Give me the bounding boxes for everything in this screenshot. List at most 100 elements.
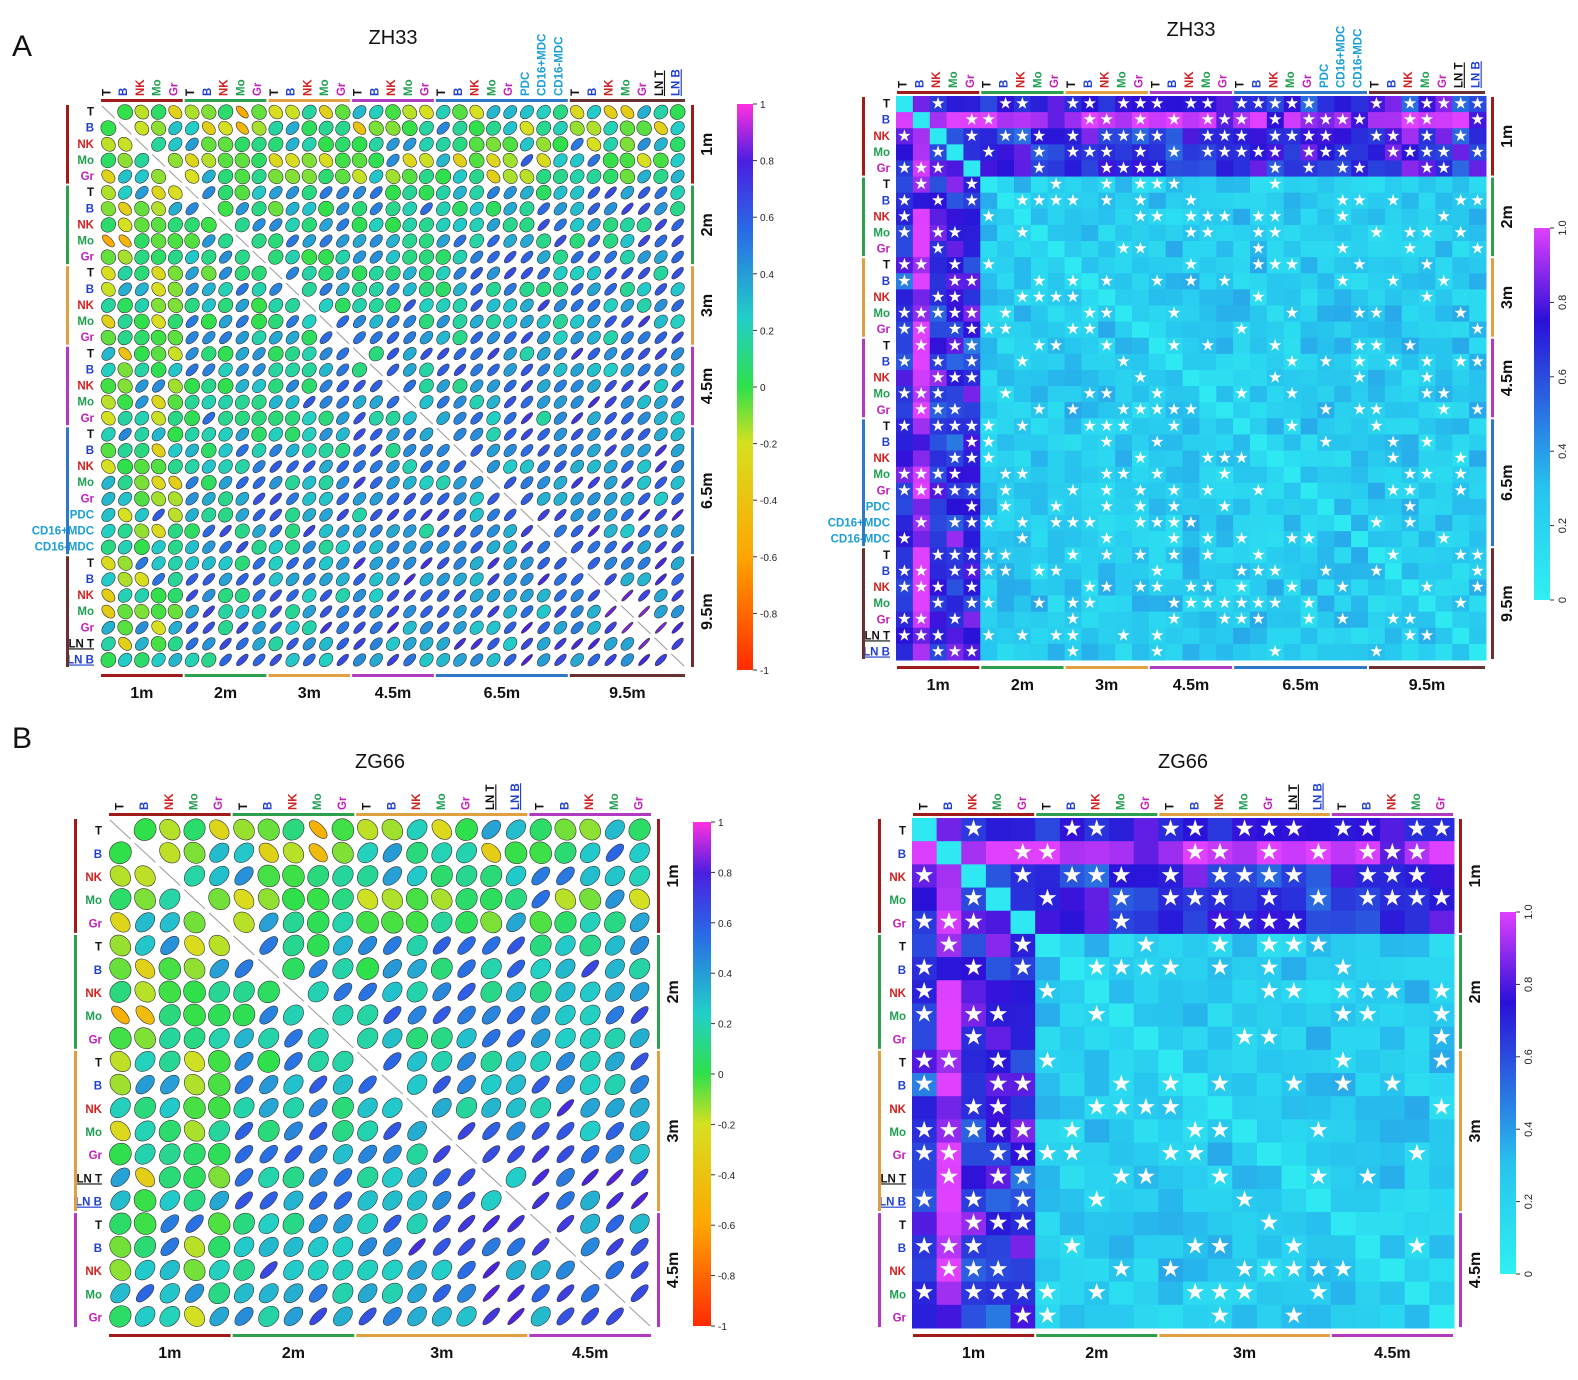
significance-cell xyxy=(1334,627,1352,645)
significance-cell xyxy=(1256,933,1283,958)
significance-cell xyxy=(1081,611,1099,629)
correlation-ellipse xyxy=(117,458,133,475)
correlation-ellipse xyxy=(670,282,685,297)
significance-cell xyxy=(1109,1304,1135,1329)
significance-cell xyxy=(896,450,914,468)
significance-cell xyxy=(1165,386,1184,403)
significance-cell xyxy=(1232,1304,1258,1329)
significance-star: ★ xyxy=(1431,1093,1452,1119)
significance-cell xyxy=(997,112,1015,129)
significance-cell xyxy=(1148,466,1167,484)
correlation-ellipse xyxy=(480,1050,502,1073)
significance-cell xyxy=(1109,841,1135,865)
correlation-ellipse xyxy=(168,121,183,136)
correlation-ellipse xyxy=(336,637,350,651)
significance-cell xyxy=(896,144,914,161)
correlation-ellipse xyxy=(185,637,199,651)
correlation-ellipse xyxy=(570,492,584,506)
correlation-ellipse xyxy=(151,410,166,426)
row-label-gr: Gr xyxy=(81,171,95,183)
colorbar-tick-label: 0 xyxy=(718,1070,724,1081)
correlation-ellipse xyxy=(531,1121,550,1140)
significance-cell xyxy=(1283,337,1302,355)
correlation-ellipse xyxy=(537,476,551,490)
correlation-ellipse xyxy=(218,459,233,474)
correlation-ellipse xyxy=(286,589,299,602)
correlation-ellipse xyxy=(234,1028,254,1049)
correlation-ellipse xyxy=(603,508,618,522)
significance-star: ★ xyxy=(1210,1232,1231,1258)
significance-cell xyxy=(929,96,948,113)
significance-star: ★ xyxy=(1201,530,1215,548)
significance-cell xyxy=(1233,579,1251,597)
correlation-ellipse xyxy=(554,218,567,232)
right-group-label-2m: 2m xyxy=(665,980,682,1003)
correlation-ellipse xyxy=(134,233,150,249)
significance-cell xyxy=(1047,257,1066,274)
correlation-ellipse xyxy=(552,104,568,120)
correlation-ellipse xyxy=(570,314,585,329)
correlation-ellipse xyxy=(185,589,199,602)
correlation-ellipse xyxy=(604,911,626,934)
significance-cell xyxy=(1368,160,1386,178)
correlation-ellipse xyxy=(217,345,234,362)
significance-cell xyxy=(912,980,938,1004)
significance-cell xyxy=(1380,887,1406,912)
significance-star: ★ xyxy=(1431,1001,1452,1027)
significance-cell xyxy=(1283,547,1302,564)
correlation-ellipse xyxy=(529,841,552,865)
significance-cell xyxy=(1199,144,1217,161)
zh33-significance-title: ZH33 xyxy=(1167,19,1216,41)
significance-star: ★ xyxy=(988,1140,1009,1166)
correlation-ellipse xyxy=(531,1005,551,1025)
significance-cell xyxy=(912,1165,938,1190)
significance-cell xyxy=(896,337,914,355)
correlation-ellipse xyxy=(520,541,534,554)
significance-cell xyxy=(1165,112,1184,129)
significance-cell xyxy=(1233,257,1251,274)
significance-cell xyxy=(912,1073,938,1097)
significance-cell xyxy=(912,957,938,981)
correlation-ellipse xyxy=(629,1213,650,1234)
significance-cell xyxy=(961,1026,987,1051)
significance-cell xyxy=(961,1281,987,1306)
significance-star: ★ xyxy=(1066,546,1080,564)
correlation-ellipse xyxy=(407,1283,427,1303)
significance-cell xyxy=(1047,643,1066,661)
significance-cell xyxy=(1418,595,1436,613)
significance-cell xyxy=(1469,353,1487,371)
correlation-ellipse xyxy=(654,573,667,586)
correlation-ellipse xyxy=(637,572,652,587)
significance-cell xyxy=(1306,1003,1332,1028)
correlation-ellipse xyxy=(185,604,199,619)
correlation-ellipse xyxy=(603,217,619,233)
significance-cell xyxy=(1115,434,1133,452)
significance-star: ★ xyxy=(1403,481,1417,499)
significance-cell xyxy=(1469,192,1487,210)
significance-cell xyxy=(1469,176,1487,194)
diagonal-mark xyxy=(356,1051,379,1072)
significance-cell xyxy=(1014,273,1032,290)
correlation-ellipse xyxy=(356,911,379,934)
correlation-ellipse xyxy=(184,935,205,956)
significance-cell xyxy=(980,257,998,274)
significance-cell xyxy=(1418,257,1436,274)
significance-cell xyxy=(1401,386,1420,403)
significance-star: ★ xyxy=(1062,815,1083,841)
significance-cell xyxy=(1207,1258,1233,1283)
significance-star: ★ xyxy=(1268,159,1282,177)
significance-star: ★ xyxy=(1083,320,1097,338)
significance-star: ★ xyxy=(897,610,911,628)
significance-star: ★ xyxy=(1210,1070,1231,1096)
row-label-pdc: PDC xyxy=(70,509,94,521)
diagonal-mark xyxy=(579,1260,601,1281)
correlation-ellipse xyxy=(386,363,400,377)
correlation-ellipse xyxy=(419,523,434,539)
significance-cell xyxy=(896,208,914,226)
significance-star: ★ xyxy=(1201,546,1215,564)
correlation-ellipse xyxy=(269,508,282,522)
significance-star: ★ xyxy=(1369,417,1383,435)
significance-cell xyxy=(1132,144,1150,161)
significance-cell xyxy=(997,595,1015,613)
significance-cell xyxy=(1014,531,1032,548)
